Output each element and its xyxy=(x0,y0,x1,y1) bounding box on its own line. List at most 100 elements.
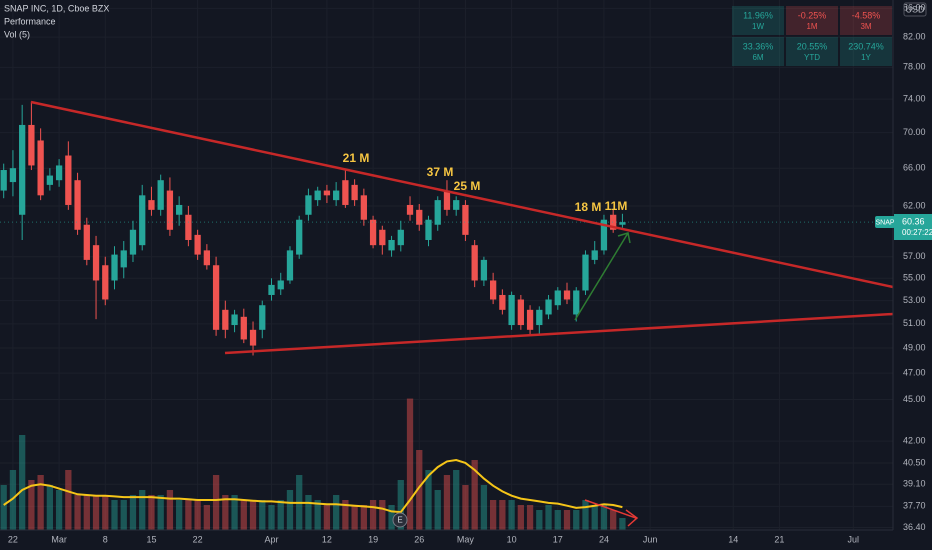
volume-bar xyxy=(83,495,90,530)
performance-value: 11.96% xyxy=(743,10,773,20)
candle-body xyxy=(443,190,451,210)
performance-period: YTD xyxy=(804,53,820,62)
volume-bar xyxy=(434,490,441,530)
volume-bar xyxy=(176,500,183,530)
candles xyxy=(0,101,893,356)
symbol-tag-label: SNAP xyxy=(875,219,894,226)
indicator-label: Vol (5) xyxy=(4,29,30,39)
y-tick-label: 66.00 xyxy=(903,163,926,173)
last-price: 60.36 xyxy=(902,216,925,226)
volume-bar xyxy=(139,490,146,530)
earnings-label[interactable]: E xyxy=(397,516,402,525)
red-arrow-head xyxy=(625,509,639,527)
annotation: 37 M xyxy=(427,165,454,179)
y-tick-label: 42.00 xyxy=(903,435,926,445)
candle-body xyxy=(139,195,146,246)
volume-bar xyxy=(19,435,26,530)
x-tick-label: Apr xyxy=(264,534,278,544)
volume-bar xyxy=(55,490,63,530)
volume-pane xyxy=(0,398,626,530)
x-tick-label: 21 xyxy=(774,534,784,544)
y-tick-label: 37.70 xyxy=(903,501,926,511)
volume-bar xyxy=(369,500,377,530)
volume-bar xyxy=(536,510,543,530)
performance-value: -4.58% xyxy=(852,10,881,20)
volume-bar xyxy=(231,495,238,530)
volume-bar xyxy=(545,505,552,530)
x-tick-label: 8 xyxy=(103,534,108,544)
candle-body xyxy=(434,200,441,225)
candle-body xyxy=(333,190,340,201)
volume-bar xyxy=(120,500,127,530)
volume-bar xyxy=(240,500,247,530)
volume-bar xyxy=(333,495,340,530)
candle-body xyxy=(148,200,155,210)
volume-bar xyxy=(600,505,608,530)
candle-body xyxy=(37,140,44,196)
candle-body xyxy=(185,214,192,240)
volume-bar xyxy=(9,470,17,530)
candle-body xyxy=(9,168,17,183)
candle-body xyxy=(342,180,349,205)
candle-body xyxy=(222,309,229,330)
y-tick-label: 40.50 xyxy=(903,457,926,467)
volume-bar xyxy=(582,500,589,530)
volume-bar xyxy=(305,495,312,530)
annotation: 11M xyxy=(605,199,628,213)
candle-body xyxy=(582,254,589,291)
candle-body xyxy=(305,195,312,215)
candle-body xyxy=(619,222,626,225)
candle-body xyxy=(120,250,127,268)
candle-body xyxy=(536,309,543,326)
green-arrow xyxy=(574,232,629,321)
volume-bar xyxy=(203,505,210,530)
y-tick-label: 49.00 xyxy=(903,342,926,352)
candle-body xyxy=(314,190,321,201)
x-tick-label: 19 xyxy=(368,534,378,544)
volume-bar xyxy=(259,500,266,530)
candle-body xyxy=(462,204,469,235)
performance-widget: 11.96% 1W -0.25% 1M -4.58% 3M 33.36% 6M 20.55% YT… xyxy=(732,6,892,66)
candle-body xyxy=(499,294,506,310)
x-tick-label: Jul xyxy=(848,534,860,544)
candle-body xyxy=(388,239,395,251)
volume-bar xyxy=(222,495,229,530)
earnings-marker[interactable] xyxy=(392,512,408,528)
x-tick-label: 15 xyxy=(146,534,156,544)
y-tick-label: 51.00 xyxy=(903,318,926,328)
x-tick-label: 14 xyxy=(728,534,738,544)
annotations: 21 M 37 M25 M 18 M 11M xyxy=(343,151,628,214)
volume-bar xyxy=(489,500,497,530)
candle-body xyxy=(19,124,26,215)
x-tick-label: May xyxy=(457,534,475,544)
performance-period: 1Y xyxy=(861,53,871,62)
candle-body xyxy=(425,219,432,240)
countdown: 00:27:22 xyxy=(902,228,932,237)
candle-body xyxy=(379,229,386,246)
candle-body xyxy=(102,265,109,300)
performance-value: 33.36% xyxy=(743,41,774,51)
volume-bar xyxy=(102,495,109,530)
candle-body xyxy=(591,250,598,260)
grid xyxy=(0,0,893,530)
green-arrow-head xyxy=(617,232,631,244)
volume-bar xyxy=(74,495,81,530)
annotation: 18 M xyxy=(575,200,602,214)
performance-period: 1W xyxy=(752,22,764,31)
volume-bar xyxy=(443,475,451,530)
volume-bar xyxy=(28,480,35,530)
volume-bar xyxy=(610,510,617,530)
y-tick-label: 70.00 xyxy=(903,127,926,137)
candle-body xyxy=(471,245,478,281)
performance-cell xyxy=(786,37,838,66)
annotation: 25 M xyxy=(454,179,481,193)
x-tick-label: Jun xyxy=(643,534,658,544)
candle-body xyxy=(277,280,284,290)
volume-bar xyxy=(462,485,469,530)
candle-body xyxy=(65,155,72,205)
performance-value: -0.25% xyxy=(798,10,827,20)
volume-bar xyxy=(351,505,358,530)
volume-bar xyxy=(0,485,7,530)
volume-bar xyxy=(425,470,432,530)
candle-body xyxy=(323,190,331,196)
